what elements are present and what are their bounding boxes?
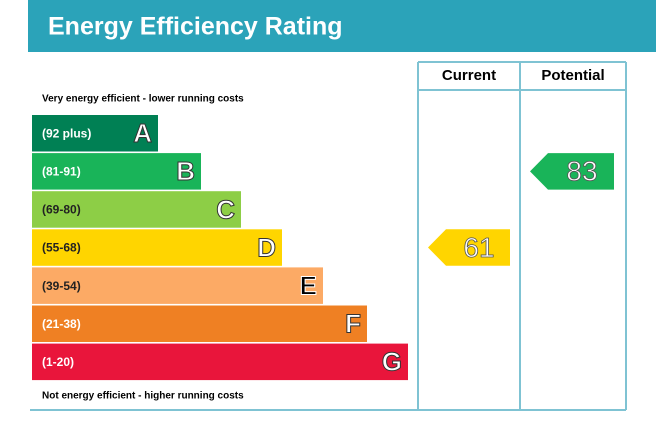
frame [30,61,627,411]
band-range: (1-20) [42,355,74,369]
band [32,305,367,342]
potential-header: Potential [541,67,604,84]
band [32,229,282,266]
band-letter: E [300,271,317,301]
top-note: Very energy efficient - lower running co… [42,94,244,105]
current-arrow [428,229,510,266]
title: Energy Efficiency Rating [48,13,343,41]
band-letter: A [133,118,152,148]
band-letter: D [257,232,276,262]
potential-arrow [530,153,614,190]
band-range: (69-80) [42,203,81,217]
band [32,115,158,152]
band-letter: B [176,156,195,186]
band-range: (92 plus) [42,126,91,140]
band [32,267,323,304]
band-range: (21-38) [42,317,81,331]
band-range: (39-54) [42,279,81,293]
current-value: 61 [463,232,494,263]
band-letter: C [216,194,235,224]
band [32,153,201,190]
bottom-note: Not energy efficient - higher running co… [42,391,244,402]
band [32,343,408,381]
potential-value: 83 [566,156,597,187]
band [32,191,241,228]
band-range: (55-68) [42,241,81,255]
current-header: Current [442,67,496,84]
band-range: (81-91) [42,165,81,179]
title-bar [28,0,656,52]
band-letter: G [382,347,402,377]
band-letter: F [345,309,361,339]
